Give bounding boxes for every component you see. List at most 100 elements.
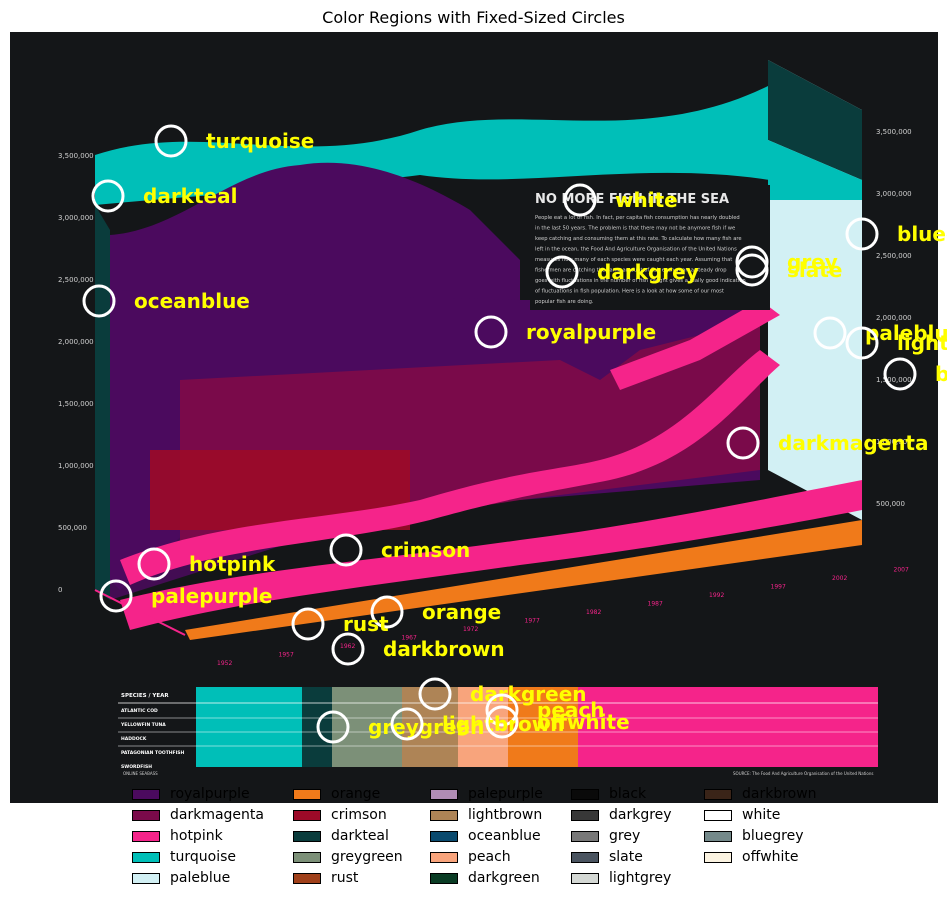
- species-label: HADDOCK: [121, 736, 147, 742]
- ring-marker: [329, 533, 363, 567]
- point-white: white: [563, 183, 678, 217]
- background-infographic: NO MORE FISH IN THE SEA People eat a lot…: [10, 32, 938, 803]
- year-label: 1992: [709, 592, 724, 599]
- point-label: oceanblue: [134, 289, 250, 313]
- point-label: rust: [343, 612, 389, 636]
- point-darkgrey: darkgrey: [545, 255, 699, 289]
- ring-marker: [82, 284, 116, 318]
- legend-label: royalpurple: [170, 786, 250, 802]
- base-line: [94, 589, 186, 636]
- legend-swatch: [430, 788, 458, 800]
- legend-item-darkmagenta: darkmagenta: [132, 805, 264, 825]
- legend-item-oceanblue: oceanblue: [430, 826, 541, 846]
- legend-item-peach: peach: [430, 847, 511, 867]
- ring-marker: [563, 183, 597, 217]
- right-tick-label: 2,000,000: [876, 314, 912, 322]
- point-label: darkmagenta: [778, 431, 929, 455]
- point-label: hotpink: [189, 552, 276, 576]
- point-label: bluegrey: [897, 222, 947, 246]
- point-hotpink: hotpink: [137, 547, 276, 581]
- year-label: 1952: [217, 660, 232, 667]
- point-grey: grey: [735, 245, 838, 279]
- legend-item-darkteal: darkteal: [293, 826, 389, 846]
- legend-label: palepurple: [468, 786, 543, 802]
- ring-marker: [390, 707, 424, 741]
- legend-label: grey: [609, 828, 641, 844]
- body-line: popular fish are doing.: [535, 299, 594, 305]
- ring-marker: [735, 253, 769, 287]
- point-peach: peach: [485, 693, 604, 727]
- left-wall: [95, 155, 110, 600]
- legend-item-offwhite: offwhite: [704, 847, 799, 867]
- data-table: SPECIES / YEAR SOURCE: The Food And Agri…: [118, 687, 878, 776]
- species-label: YELLOWFIN TUNA: [120, 722, 166, 728]
- point-label: white: [615, 188, 678, 212]
- point-label: darkteal: [143, 184, 237, 208]
- point-label: orange: [422, 600, 501, 624]
- body-line: People eat a lot of fish. In fact, per c…: [535, 215, 740, 221]
- ring-marker: [883, 357, 917, 391]
- legend-item-lightbrown: lightbrown: [430, 805, 542, 825]
- legend-item-white: white: [704, 805, 780, 825]
- legend-swatch: [704, 809, 732, 821]
- ring-marker: [845, 326, 879, 360]
- chart-legend: royalpurple darkmagenta hotpink turquoise pa…: [132, 784, 832, 894]
- point-label: lightbrown: [442, 712, 564, 736]
- point-label: crimson: [381, 538, 470, 562]
- legend-item-lightgrey: lightgrey: [571, 868, 671, 888]
- legend-item-turquoise: turquoise: [132, 847, 236, 867]
- pink-ribbon-2: [610, 300, 780, 390]
- point-paleblue: paleblue: [813, 316, 947, 350]
- point-label: grey: [787, 250, 838, 274]
- species-label: SWORDFISH: [121, 764, 152, 770]
- ring-marker: [154, 124, 188, 158]
- left-tick-label: 2,000,000: [58, 338, 94, 346]
- legend-swatch: [430, 851, 458, 863]
- pink-ribbon-1: [120, 350, 780, 585]
- body-line: of fluctuations in fish population. Here…: [535, 289, 724, 295]
- point-label: royalpurple: [526, 320, 656, 344]
- legend-item-slate: slate: [571, 847, 643, 867]
- left-axis-ticks: 3,500,000 3,000,000 2,500,000 2,000,000 1,50…: [58, 152, 94, 594]
- point-label: lightgrey: [897, 331, 947, 355]
- year-label: 1972: [463, 626, 478, 633]
- legend-label: slate: [609, 849, 643, 865]
- legend-swatch: [293, 872, 321, 884]
- legend-label: darkbrown: [742, 786, 817, 802]
- left-tick-label: 500,000: [58, 524, 87, 532]
- legend-label: greygreen: [331, 849, 403, 865]
- ring-marker: [316, 710, 350, 744]
- year-label: 1967: [402, 635, 417, 642]
- left-tick-label: 1,500,000: [58, 400, 94, 408]
- point-turquoise: turquoise: [154, 124, 314, 158]
- credit-note: ONLINE SEABASS: [123, 771, 158, 776]
- chart-title: Color Regions with Fixed-Sized Circles: [322, 8, 625, 27]
- point-lightgrey: lightgrey: [845, 326, 947, 360]
- legend-swatch: [132, 872, 160, 884]
- body-line: left in the ocean, the Food And Agricult…: [535, 247, 737, 253]
- body-line: goes with fluctuations in the number of …: [535, 278, 746, 284]
- source-note: SOURCE: The Food And Agriculture Organis…: [733, 771, 873, 776]
- right-tick-label: 1,000,000: [876, 438, 912, 446]
- left-tick-label: 3,500,000: [58, 152, 94, 160]
- pink-ribbon-3: [120, 480, 862, 630]
- left-tick-label: 1,000,000: [58, 462, 94, 470]
- legend-label: lightbrown: [468, 807, 543, 823]
- point-label: offwhite: [537, 710, 630, 734]
- year-ticks: 1952 1957 1962 1967 1972 1977 1982 1987 1992 1997…: [217, 567, 909, 668]
- right-tick-label: 3,000,000: [876, 190, 912, 198]
- legend-swatch: [132, 830, 160, 842]
- right-wall-teal: [768, 140, 862, 200]
- point-rust: rust: [291, 607, 389, 641]
- legend-label: rust: [331, 870, 359, 886]
- legend-label: darkteal: [331, 828, 389, 844]
- legend-swatch: [293, 809, 321, 821]
- species-label: PATAGONIAN TOOTHFISH: [121, 750, 185, 756]
- legend-label: lightgrey: [609, 870, 672, 886]
- point-darkmagenta: darkmagenta: [726, 426, 929, 460]
- table-species: ATLANTIC COD YELLOWFIN TUNA HADDOCK PATAGON…: [120, 708, 185, 770]
- right-tick-label: 500,000: [876, 500, 905, 508]
- ring-marker: [99, 579, 133, 613]
- legend-swatch: [132, 788, 160, 800]
